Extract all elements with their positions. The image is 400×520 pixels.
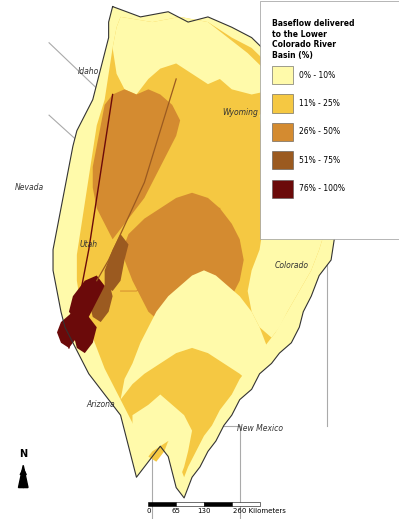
PathPatch shape [69, 276, 105, 322]
Bar [176, 502, 204, 505]
Text: 0: 0 [146, 509, 151, 514]
PathPatch shape [93, 89, 180, 239]
Text: 260 Kilometers: 260 Kilometers [233, 509, 286, 514]
Polygon shape [18, 465, 28, 488]
PathPatch shape [57, 311, 81, 348]
PathPatch shape [132, 395, 192, 477]
Text: 76% - 100%: 76% - 100% [299, 185, 345, 193]
Text: 130: 130 [197, 509, 211, 514]
Text: Arizona: Arizona [86, 400, 115, 409]
PathPatch shape [89, 281, 113, 322]
Text: Colorado: Colorado [274, 261, 308, 270]
Text: N: N [19, 449, 27, 459]
PathPatch shape [113, 17, 276, 95]
Text: Idaho: Idaho [78, 67, 100, 76]
Text: 65: 65 [172, 509, 181, 514]
Bar [232, 502, 260, 505]
PathPatch shape [77, 17, 331, 477]
Text: New Mexico: New Mexico [236, 424, 282, 433]
Bar [272, 180, 293, 198]
Text: Wyoming: Wyoming [222, 108, 258, 117]
PathPatch shape [124, 193, 244, 337]
PathPatch shape [248, 95, 331, 337]
PathPatch shape [105, 234, 128, 291]
PathPatch shape [53, 7, 339, 498]
Text: Utah: Utah [80, 240, 98, 249]
FancyBboxPatch shape [260, 2, 400, 239]
Text: 51% - 75%: 51% - 75% [299, 156, 340, 165]
PathPatch shape [73, 317, 97, 353]
Text: 11% - 25%: 11% - 25% [299, 99, 340, 108]
Bar [272, 123, 293, 141]
Bar [148, 502, 176, 505]
PathPatch shape [120, 270, 268, 400]
Text: 26% - 50%: 26% - 50% [299, 127, 340, 136]
Text: 0% - 10%: 0% - 10% [299, 71, 336, 80]
Bar [272, 95, 293, 113]
Bar [272, 66, 293, 84]
Bar [272, 151, 293, 170]
Text: Baseflow delivered
to the Lower
Colorado River
Basin (%): Baseflow delivered to the Lower Colorado… [272, 19, 354, 60]
Text: Nevada: Nevada [15, 183, 44, 192]
Bar [204, 502, 232, 505]
